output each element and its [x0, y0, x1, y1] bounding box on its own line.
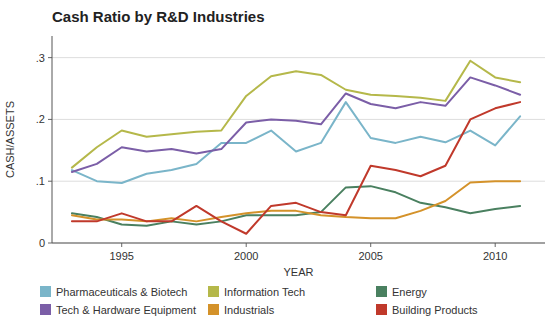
legend-swatch	[376, 286, 387, 297]
tick-label: 0	[39, 237, 45, 249]
tick-mark	[48, 181, 52, 182]
series-line	[72, 77, 520, 172]
y-axis-line	[52, 36, 53, 243]
title: Cash Ratio by R&D Industries	[52, 8, 265, 25]
legend-swatch	[376, 304, 387, 315]
series-line	[72, 181, 520, 221]
chart: Cash Ratio by R&D Industries 0 .1 .2 .3 1995 2…	[0, 0, 560, 335]
tick-mark	[121, 243, 122, 247]
tick-label: 2000	[234, 250, 258, 262]
grid	[52, 58, 545, 243]
tick-mark	[495, 243, 496, 247]
y-axis-label: CASH/ASSETS	[4, 101, 16, 178]
legend-swatch	[208, 286, 219, 297]
legend-label: Tech & Hardware Equipment	[56, 304, 196, 316]
tick-mark	[48, 57, 52, 58]
grid-line	[52, 243, 545, 244]
series-line	[72, 102, 520, 183]
x-axis-label: YEAR	[284, 266, 314, 278]
tick-label: 1995	[109, 250, 133, 262]
legend-label: Industrials	[224, 304, 275, 316]
legend-swatch	[40, 304, 51, 315]
tick-mark	[246, 243, 247, 247]
series-line	[72, 102, 520, 234]
legend-swatch	[208, 304, 219, 315]
tick-label: .3	[36, 52, 45, 64]
legend: Pharmaceuticals & Biotech Information Tec…	[40, 286, 478, 316]
tick-label: 2005	[358, 250, 382, 262]
legend-label: Building Products	[392, 304, 478, 316]
grid-line	[52, 57, 545, 58]
tick-mark	[48, 119, 52, 120]
tick-mark	[48, 243, 52, 244]
tick-label: .2	[36, 113, 45, 125]
tick-mark	[370, 243, 371, 247]
lines	[72, 61, 520, 234]
x-axis-line	[52, 242, 545, 243]
tick-label: 2010	[483, 250, 507, 262]
legend-swatch	[40, 286, 51, 297]
legend-label: Information Tech	[224, 286, 305, 298]
legend-label: Energy	[392, 286, 427, 298]
tick-label: .1	[36, 175, 45, 187]
legend-label: Pharmaceuticals & Biotech	[56, 286, 187, 298]
